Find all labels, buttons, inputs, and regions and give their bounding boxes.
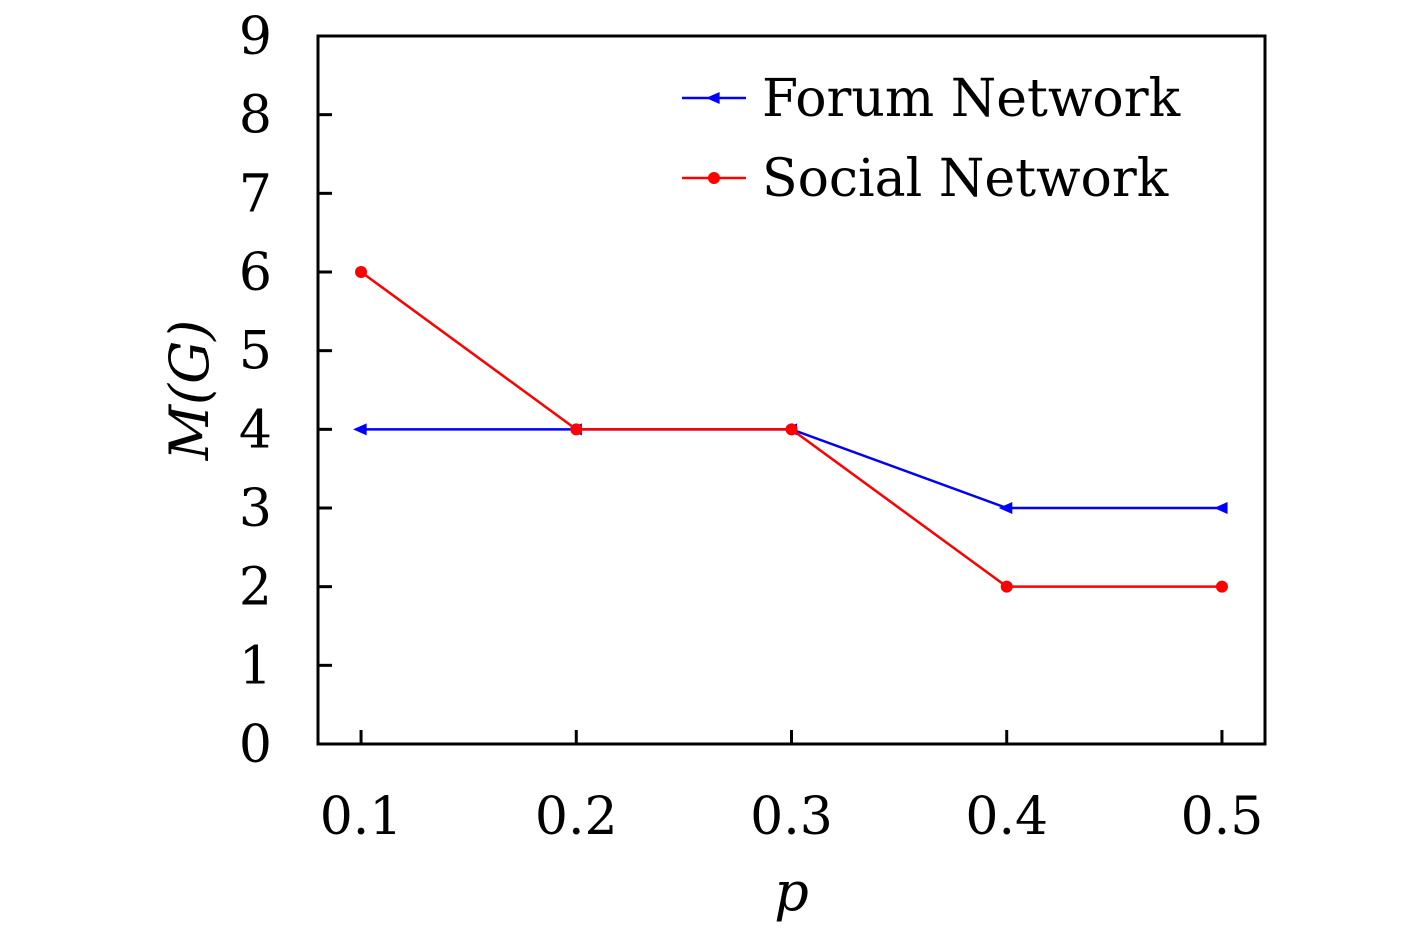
- x-axis-title: p: [774, 860, 809, 923]
- series-1: [353, 423, 1228, 514]
- y-tick-label: 0: [239, 715, 272, 775]
- legend-marker: [706, 92, 720, 104]
- legend-marker: [708, 172, 720, 184]
- y-tick-label: 6: [239, 243, 272, 303]
- data-point: [570, 423, 583, 436]
- data-point: [998, 502, 1013, 514]
- y-tick-label: 5: [239, 322, 272, 382]
- y-axis-title: M(G): [158, 320, 221, 462]
- data-point: [353, 423, 367, 436]
- y-axis: 0 1 2 3 4 5 6 7 8 9: [239, 7, 332, 775]
- y-tick-label: 7: [239, 164, 272, 224]
- series-2: [355, 266, 1228, 593]
- y-tick-label: 2: [239, 558, 272, 618]
- x-tick-label: 0.3: [750, 787, 833, 847]
- data-point: [1213, 502, 1228, 514]
- x-tick-label: 0.1: [320, 787, 403, 847]
- data-point: [1000, 580, 1013, 593]
- x-tick-label: 0.4: [965, 787, 1048, 847]
- plot-border: [316, 34, 1267, 746]
- y-tick-label: 8: [239, 86, 272, 146]
- series-layer: [353, 266, 1228, 593]
- data-point: [785, 423, 798, 436]
- legend: Forum Network Social Network: [682, 69, 1181, 209]
- data-point: [355, 266, 368, 278]
- x-tick-label: 0.2: [535, 787, 618, 847]
- legend-item: Forum Network: [682, 69, 1181, 129]
- y-tick-label: 3: [239, 479, 272, 539]
- y-tick-label: 9: [239, 7, 272, 67]
- legend-label: Forum Network: [762, 69, 1181, 129]
- legend-label: Social Network: [762, 149, 1169, 209]
- y-tick-label: 4: [239, 400, 272, 460]
- y-tick-label: 1: [239, 636, 272, 696]
- x-axis: 0.1 0.2 0.3 0.4 0.5: [320, 730, 1264, 847]
- legend-item: Social Network: [682, 149, 1169, 209]
- series-line: [361, 428, 1222, 510]
- data-point: [1215, 580, 1228, 593]
- x-tick-label: 0.5: [1181, 787, 1264, 847]
- plot-frame: [316, 34, 1267, 746]
